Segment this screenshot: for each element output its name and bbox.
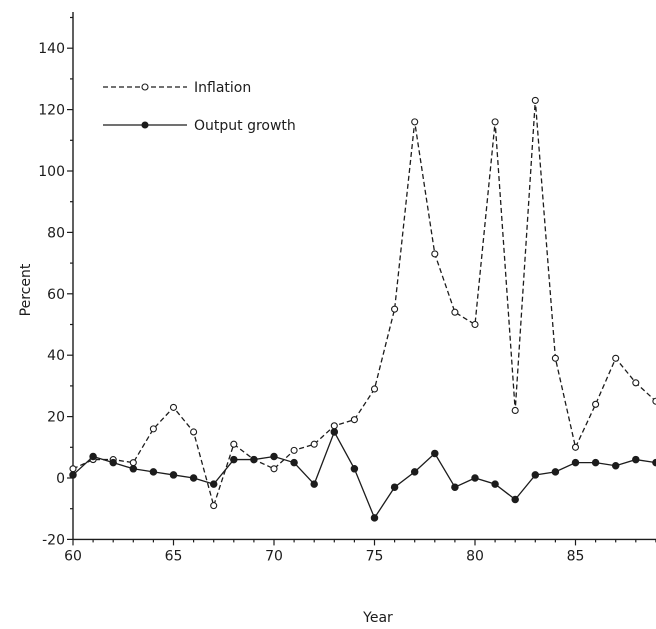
data-point [210, 502, 218, 510]
data-point [491, 480, 499, 488]
y-tick-label: 80 [47, 225, 65, 241]
y-axis-title: Percent [18, 263, 34, 316]
x-tick-label: 70 [265, 548, 283, 564]
x-tick-label: 85 [567, 548, 585, 564]
y-ticks: -20 0 20 40 60 80 100 120 140 [38, 16, 73, 548]
data-point [451, 483, 459, 491]
series-line [72, 100, 656, 508]
data-point [411, 118, 419, 126]
data-point [230, 455, 238, 464]
x-tick-label: 80 [466, 548, 484, 564]
y-tick-label: 60 [47, 287, 65, 303]
y-tick-label: 40 [47, 348, 65, 364]
data-point [592, 400, 600, 408]
data-point [189, 474, 198, 482]
data-point [250, 455, 258, 464]
data-point [230, 440, 238, 448]
data-point [531, 471, 540, 479]
data-point [270, 452, 278, 461]
data-point [209, 480, 218, 488]
data-point [290, 458, 298, 467]
data-point [69, 471, 77, 479]
data-point [471, 320, 479, 329]
y-tick-label: 140 [38, 41, 65, 57]
series-layer [69, 96, 656, 522]
data-point [431, 449, 439, 458]
x-tick-label: 60 [64, 548, 82, 564]
x-ticks: 60 65 70 75 80 85 [64, 539, 656, 564]
data-point [391, 305, 399, 313]
data-point [632, 455, 640, 464]
data-point [89, 452, 97, 461]
data-point [310, 440, 318, 448]
x-tick-label: 65 [165, 548, 183, 564]
y-tick-label: 0 [56, 471, 65, 487]
data-point [551, 354, 559, 362]
data-point [390, 483, 399, 491]
data-point [531, 96, 539, 104]
data-point [69, 465, 77, 473]
data-point [109, 458, 117, 467]
data-point [190, 428, 198, 436]
legend-marker-output-growth [141, 121, 149, 129]
data-point [491, 118, 499, 126]
data-point [290, 446, 298, 454]
data-point [330, 422, 338, 430]
data-point [551, 468, 560, 476]
legend: Inflation Output growth [103, 80, 296, 134]
data-point [129, 465, 138, 473]
data-point [310, 480, 318, 488]
data-point [169, 471, 178, 479]
data-point [471, 474, 479, 482]
series-line [72, 430, 656, 520]
data-point [451, 308, 459, 316]
data-point [270, 465, 278, 473]
legend-label-output-growth: Output growth [194, 118, 296, 134]
data-point [431, 250, 439, 258]
x-tick-label: 75 [366, 548, 384, 564]
data-point [571, 458, 580, 467]
y-tick-label: 20 [47, 410, 65, 426]
series-inflation [69, 96, 656, 510]
data-point [571, 443, 580, 451]
data-point [612, 354, 620, 362]
y-tick-label: 120 [38, 103, 65, 119]
x-axis-title: Year [362, 610, 393, 626]
data-point [511, 406, 519, 415]
data-point [350, 465, 359, 473]
data-point [169, 403, 178, 411]
data-point [632, 379, 640, 387]
data-point [149, 425, 157, 433]
data-point [591, 458, 600, 467]
legend-label-inflation: Inflation [194, 80, 251, 96]
series-output-growth [69, 428, 656, 522]
data-point [611, 461, 620, 470]
data-point [370, 514, 379, 522]
data-point [350, 416, 358, 424]
data-point [330, 428, 339, 436]
y-tick-label: 100 [38, 164, 65, 180]
legend-marker-inflation [141, 83, 149, 91]
y-tick-label: -20 [42, 532, 65, 548]
data-point [410, 468, 419, 476]
data-point [129, 459, 137, 467]
data-point [511, 495, 519, 504]
data-point [149, 468, 158, 476]
data-point [370, 385, 379, 393]
